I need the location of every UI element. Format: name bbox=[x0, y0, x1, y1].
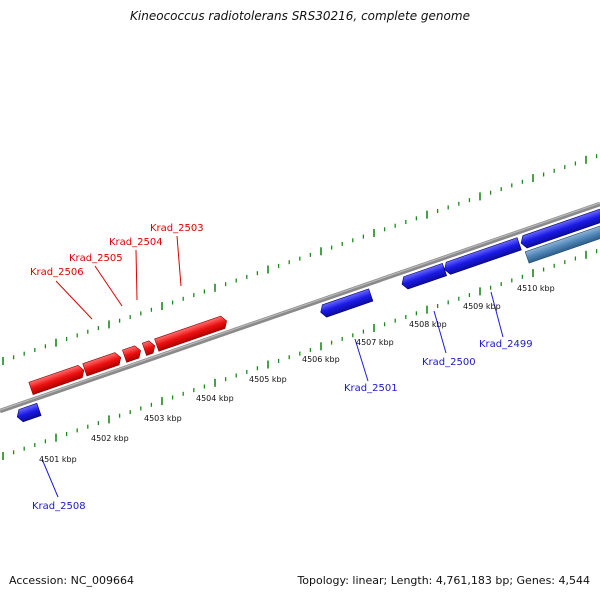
gene-arrow-krad-2503-a[interactable] bbox=[141, 340, 157, 356]
gene-label-krad-2504[interactable]: Krad_2504 bbox=[109, 237, 163, 248]
gene-arrow-krad-2506[interactable] bbox=[28, 364, 86, 395]
leader-krad-2501 bbox=[354, 338, 369, 382]
scale-label-4506: 4506 kbp bbox=[302, 355, 340, 364]
gene-arrow-krad-2505[interactable] bbox=[82, 351, 123, 377]
leader-krad-2500 bbox=[433, 310, 447, 354]
scale-label-4501: 4501 kbp bbox=[39, 455, 77, 464]
scale-labels: 4501 kbp 4502 kbp 4503 kbp 4504 kbp 4505… bbox=[39, 284, 555, 464]
gene-block-steel[interactable] bbox=[524, 222, 600, 264]
forward-gene-labels: Krad_2506 Krad_2505 Krad_2504 Krad_2503 bbox=[30, 223, 204, 278]
gene-arrow-krad-2501[interactable] bbox=[319, 288, 374, 319]
scale-label-4507: 4507 kbp bbox=[356, 338, 394, 347]
gene-label-krad-2503[interactable]: Krad_2503 bbox=[150, 223, 204, 234]
forward-gene-track bbox=[28, 315, 229, 395]
label-leaders bbox=[41, 235, 504, 498]
gene-label-krad-2499[interactable]: Krad_2499 bbox=[479, 339, 533, 350]
reverse-gene-labels: Krad_2508 Krad_2501 Krad_2500 Krad_2499 bbox=[32, 339, 533, 512]
gene-label-krad-2506[interactable]: Krad_2506 bbox=[30, 267, 84, 278]
gene-label-krad-2500[interactable]: Krad_2500 bbox=[422, 357, 476, 368]
scale-label-4510: 4510 kbp bbox=[517, 284, 555, 293]
leader-krad-2505 bbox=[94, 265, 123, 307]
gene-label-krad-2505[interactable]: Krad_2505 bbox=[69, 253, 123, 264]
scale-label-4502: 4502 kbp bbox=[91, 434, 129, 443]
leader-krad-2503 bbox=[176, 235, 182, 287]
scale-label-4503: 4503 kbp bbox=[144, 414, 182, 423]
gene-arrow-krad-2504[interactable] bbox=[122, 344, 142, 363]
leader-krad-2504 bbox=[135, 249, 138, 301]
gene-arrow-reverse-right[interactable] bbox=[519, 206, 600, 249]
scale-track-lower bbox=[2, 249, 598, 460]
map-title: Kineococcus radiotolerans SRS30216, comp… bbox=[130, 9, 470, 23]
genome-summary-text: Topology: linear; Length: 4,761,183 bp; … bbox=[297, 574, 590, 587]
leader-krad-2508 bbox=[41, 458, 59, 498]
scale-label-4509: 4509 kbp bbox=[463, 302, 501, 311]
accession-text: Accession: NC_009664 bbox=[9, 574, 135, 587]
scale-label-4508: 4508 kbp bbox=[409, 320, 447, 329]
gene-label-krad-2508[interactable]: Krad_2508 bbox=[32, 501, 86, 512]
genome-backbone bbox=[0, 201, 600, 414]
scale-label-4504: 4504 kbp bbox=[196, 394, 234, 403]
genome-backbone-highlight bbox=[0, 202, 600, 411]
scale-track-upper bbox=[2, 154, 598, 365]
gene-arrow-krad-2508[interactable] bbox=[15, 402, 42, 423]
leader-krad-2506 bbox=[55, 280, 93, 320]
scale-label-4505: 4505 kbp bbox=[249, 375, 287, 384]
gene-arrow-krad-2500[interactable] bbox=[400, 263, 448, 290]
leader-krad-2499 bbox=[490, 291, 504, 338]
gene-label-krad-2501[interactable]: Krad_2501 bbox=[344, 383, 398, 394]
reverse-gene-track bbox=[15, 206, 600, 423]
gene-arrow-krad-2503-b[interactable] bbox=[154, 315, 229, 352]
gene-arrow-krad-2499[interactable] bbox=[442, 237, 522, 276]
